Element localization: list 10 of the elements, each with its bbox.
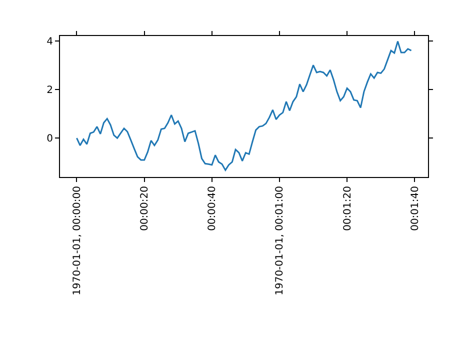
x-tick-label: 1970-01-01, 00:00:00: [72, 186, 83, 296]
x-tick-label: 00:01:20: [342, 186, 354, 231]
y-tick-label: 0: [46, 134, 53, 145]
y-tick-label: 4: [46, 36, 53, 48]
y-tick-label: 2: [46, 84, 53, 96]
line-series: [76, 40, 412, 171]
x-tick-label: 00:00:20: [140, 186, 151, 231]
x-tick-label: 1970-01-01, 00:01:00: [274, 186, 286, 296]
x-tick-label: 00:01:40: [410, 186, 421, 231]
x-tick-label: 00:00:40: [207, 186, 218, 231]
